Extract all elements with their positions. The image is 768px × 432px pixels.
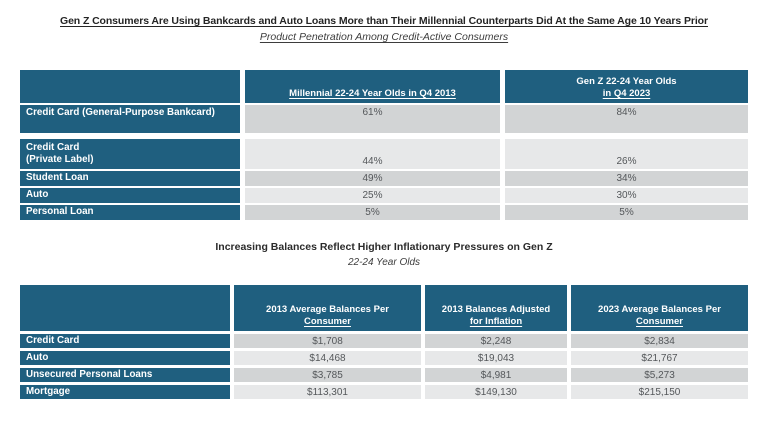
table2-value-2013-average: $113,301 <box>234 385 421 399</box>
table1-row-label-personal-loan: Personal Loan <box>20 205 240 220</box>
table2-value-2013-adjusted: $149,130 <box>425 385 567 399</box>
header-line1: 2023 Average Balances Per <box>598 304 721 315</box>
table2-row-label-credit-card: Credit Card <box>20 334 230 348</box>
table2-header-2013-adjusted: 2013 Balances Adjusted for Inflation <box>425 285 567 331</box>
table1-value-millennial: 44% <box>245 139 500 169</box>
table2-row-label-mortgage: Mortgage <box>20 385 230 399</box>
table2-value-2023-average: $21,767 <box>571 351 748 365</box>
table1-value-genz: 34% <box>505 171 748 186</box>
header-line2: in Q4 2023 <box>602 88 651 99</box>
table2-value-2013-average: $1,708 <box>234 334 421 348</box>
table2-value-2023-average: $215,150 <box>571 385 748 399</box>
table2-value-2013-adjusted: $2,248 <box>425 334 567 348</box>
header-line2: Consumer <box>304 316 351 327</box>
table2-value-2013-adjusted: $19,043 <box>425 351 567 365</box>
table1-value-genz: 26% <box>505 139 748 169</box>
label-line2: (Private Label) <box>26 154 94 165</box>
table1-value-millennial: 5% <box>245 205 500 220</box>
product-penetration-table: Millennial 22-24 Year Olds in Q4 2013 Ge… <box>20 70 748 220</box>
table2-value-2023-average: $2,834 <box>571 334 748 348</box>
average-balances-table: 2013 Average Balances Per Consumer 2013 … <box>20 285 748 399</box>
header-line1: 2013 Average Balances Per <box>266 304 389 315</box>
table1-value-millennial: 49% <box>245 171 500 186</box>
table1-value-genz: 5% <box>505 205 748 220</box>
table1-value-millennial: 61% <box>245 105 500 133</box>
page-subtitle: Product Penetration Among Credit-Active … <box>259 31 509 43</box>
table2-value-2023-average: $5,273 <box>571 368 748 382</box>
section2-subtitle: 22-24 Year Olds <box>347 257 421 268</box>
table1-value-millennial: 25% <box>245 188 500 203</box>
table1-value-genz: 84% <box>505 105 748 133</box>
header-line1: 2013 Balances Adjusted <box>441 304 551 315</box>
header-line2: Millennial 22-24 Year Olds in Q4 2013 <box>289 88 456 99</box>
table1-header-millennial: Millennial 22-24 Year Olds in Q4 2013 <box>245 70 500 103</box>
table2-row-label-unsecured-personal-loans: Unsecured Personal Loans <box>20 368 230 382</box>
page-title: Gen Z Consumers Are Using Bankcards and … <box>60 15 708 27</box>
header-line2: for Inflation <box>469 316 523 327</box>
table2-row-label-auto: Auto <box>20 351 230 365</box>
table2-value-2013-average: $3,785 <box>234 368 421 382</box>
header-line2: Consumer <box>636 316 683 327</box>
table2-header-2023-average: 2023 Average Balances Per Consumer <box>571 285 748 331</box>
table1-row-label-auto: Auto <box>20 188 240 203</box>
table1-row-label-student-loan: Student Loan <box>20 171 240 186</box>
table1-header-genz: Gen Z 22-24 Year Olds in Q4 2023 <box>505 70 748 103</box>
table1-corner-cell <box>20 70 240 103</box>
table2-corner-cell <box>20 285 230 331</box>
table1-row-label-credit-card-general: Credit Card (General-Purpose Bankcard) <box>20 105 240 133</box>
table1-row-label-credit-card-private: Credit Card (Private Label) <box>20 139 240 169</box>
section2-title: Increasing Balances Reflect Higher Infla… <box>215 241 553 253</box>
table2-value-2013-average: $14,468 <box>234 351 421 365</box>
label-line1: Credit Card <box>26 141 80 153</box>
table1-value-genz: 30% <box>505 188 748 203</box>
table2-value-2013-adjusted: $4,981 <box>425 368 567 382</box>
table1-spacer-row <box>20 135 748 137</box>
table2-header-2013-average: 2013 Average Balances Per Consumer <box>234 285 421 331</box>
header-line1: Gen Z 22-24 Year Olds <box>576 76 677 87</box>
